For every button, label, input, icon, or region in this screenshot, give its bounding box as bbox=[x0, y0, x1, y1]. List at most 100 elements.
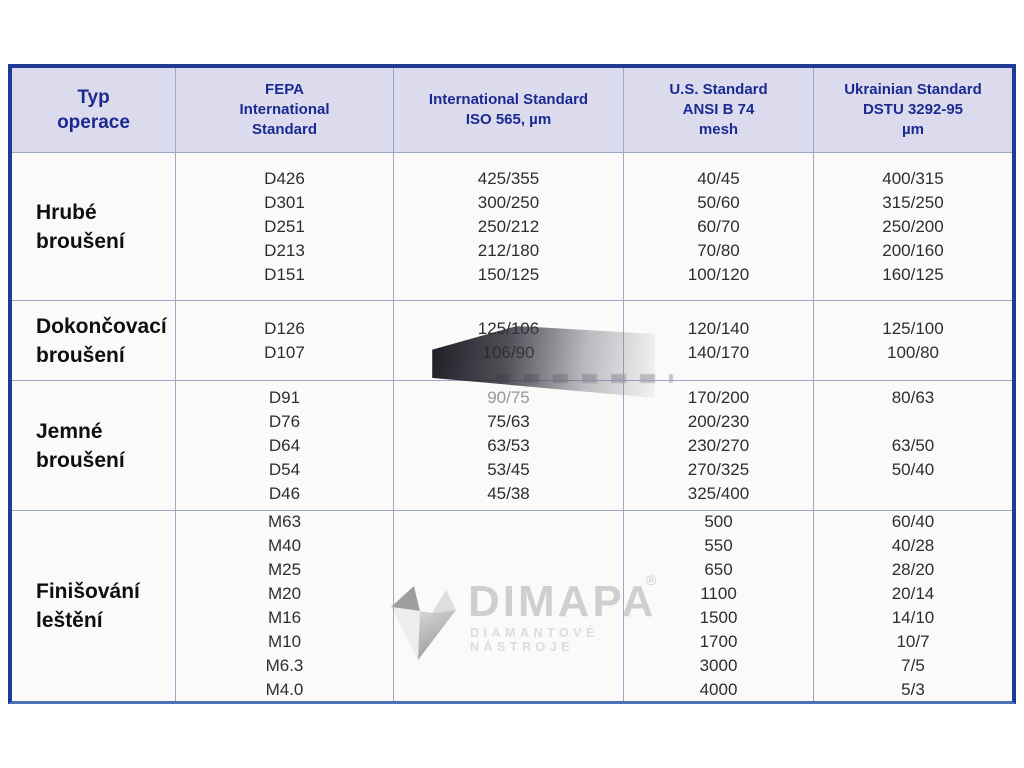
cell-line: D126 bbox=[264, 318, 305, 338]
cell-line: 212/180 bbox=[477, 240, 540, 260]
cell-line: 28/20 bbox=[891, 560, 935, 579]
cell-line: Dokončovací bbox=[36, 314, 167, 338]
cell-line: 140/170 bbox=[687, 342, 750, 362]
column-header-3: U.S. Standard ANSI B 74 mesh bbox=[624, 68, 814, 153]
cell-line: 200/230 bbox=[687, 411, 750, 431]
table-grid: Typ operace FEPA International Standard Inter… bbox=[12, 68, 1012, 701]
row-label: Dokončovací broušení bbox=[12, 301, 176, 381]
cell-line: 500 bbox=[704, 512, 733, 531]
cell-line: 3000 bbox=[699, 656, 738, 675]
cell-line: 315/250 bbox=[882, 192, 944, 212]
table-cell: 90/75 75/63 63/53 53/45 45/38 bbox=[394, 381, 624, 511]
cell-line: D46 bbox=[268, 483, 301, 503]
cell-line: 60/70 bbox=[697, 216, 740, 236]
cell-line: D301 bbox=[264, 192, 305, 212]
cell-line: 650 bbox=[704, 560, 733, 579]
cell-line: D76 bbox=[268, 411, 301, 431]
table-cell: M63 M40 M25 M20 M16 M10 M6.3 M4.0 bbox=[176, 511, 394, 701]
table-cell: 120/140 140/170 bbox=[624, 301, 814, 381]
table-cell bbox=[394, 511, 624, 701]
cell-line: 325/400 bbox=[687, 483, 750, 503]
cell-line: 300/250 bbox=[477, 192, 540, 212]
cell-line: broušení bbox=[36, 343, 125, 367]
cell-line: 63/53 bbox=[487, 435, 530, 455]
cell-line: M16 bbox=[267, 608, 302, 627]
cell-line: 45/38 bbox=[487, 483, 530, 503]
cell-line: 200/160 bbox=[882, 240, 944, 260]
cell-line: M4.0 bbox=[265, 680, 304, 699]
table-cell: D126 D107 bbox=[176, 301, 394, 381]
cell-line: 4000 bbox=[699, 680, 738, 699]
cell-line: 20/14 bbox=[891, 584, 935, 603]
table-cell: 425/355 300/250 250/212 212/180 150/125 bbox=[394, 153, 624, 301]
cell-line: 425/355 bbox=[477, 168, 540, 188]
table-cell: 40/45 50/60 60/70 70/80 100/120 bbox=[624, 153, 814, 301]
cell-line: Ukrainian Standard bbox=[844, 81, 982, 98]
cell-line: 1100 bbox=[700, 584, 737, 603]
cell-line: D107 bbox=[264, 342, 305, 362]
cell-line: µm bbox=[902, 121, 924, 138]
cell-line: 230/270 bbox=[687, 435, 750, 455]
row-label: Jemné broušení bbox=[12, 381, 176, 511]
cell-line: Jemné bbox=[36, 419, 103, 443]
cell-line: D251 bbox=[264, 216, 305, 236]
cell-line: 90/75 bbox=[487, 387, 530, 407]
cell-line: M40 bbox=[267, 536, 302, 555]
cell-line: 100/120 bbox=[687, 264, 750, 284]
cell-line: M10 bbox=[267, 632, 302, 651]
cell-line: 5/3 bbox=[901, 680, 925, 699]
cell-line: 14/10 bbox=[891, 608, 935, 627]
cell-line: 1500 bbox=[699, 608, 738, 627]
cell-line: 100/80 bbox=[887, 342, 939, 362]
cell-line: 75/63 bbox=[487, 411, 530, 431]
cell-line: ISO 565, µm bbox=[465, 111, 552, 128]
cell-line: 120/140 bbox=[687, 318, 750, 338]
cell-line: 400/315 bbox=[882, 168, 944, 188]
table-cell: D426 D301 D251 D213 D151 bbox=[176, 153, 394, 301]
cell-line: M63 bbox=[267, 512, 302, 531]
cell-line: 550 bbox=[704, 536, 733, 555]
cell-line: broušení bbox=[36, 229, 125, 253]
cell-line: 63/50 bbox=[891, 435, 935, 455]
cell-line: 50/60 bbox=[697, 192, 740, 212]
cell-line: D151 bbox=[264, 264, 305, 284]
cell-line: 10/7 bbox=[896, 632, 930, 651]
cell-line: International Standard bbox=[428, 91, 589, 108]
cell-line: DSTU 3292-95 bbox=[862, 101, 964, 118]
cell-line: D426 bbox=[264, 168, 305, 188]
column-header-4: Ukrainian Standard DSTU 3292-95 µm bbox=[814, 68, 1012, 153]
cell-line: International bbox=[239, 101, 330, 118]
cell-line: 170/200 bbox=[687, 387, 750, 407]
column-header-0: Typ operace bbox=[12, 68, 176, 153]
cell-line: D213 bbox=[264, 240, 305, 260]
cell-line: 60/40 bbox=[891, 512, 935, 531]
cell-line: 80/63 bbox=[891, 387, 935, 407]
cell-line: 250/200 bbox=[882, 216, 944, 236]
cell-line: D64 bbox=[268, 435, 301, 455]
cell-line: M20 bbox=[267, 584, 302, 603]
table-cell: D91 D76 D64 D54 D46 bbox=[176, 381, 394, 511]
table-cell: 60/40 40/28 28/20 20/14 14/10 10/7 7/5 5/3 bbox=[814, 511, 1012, 701]
table-cell: 170/200 200/230 230/270 270/325 325/400 bbox=[624, 381, 814, 511]
cell-line: M25 bbox=[267, 560, 302, 579]
cell-line: D54 bbox=[268, 459, 301, 479]
cell-line: M6.3 bbox=[265, 656, 304, 675]
cell-line: 40/45 bbox=[697, 168, 740, 188]
cell-line: 70/80 bbox=[697, 240, 740, 260]
cell-line: 125/100 bbox=[882, 318, 944, 338]
standards-table: DIMAPA ® DIAMANTOVÉ NÁSTROJE Typ operace F… bbox=[8, 64, 1016, 704]
cell-line: operace bbox=[57, 112, 130, 133]
cell-line: 50/40 bbox=[891, 459, 935, 479]
cell-line: Finišování bbox=[36, 580, 140, 603]
column-header-2: International Standard ISO 565, µm bbox=[394, 68, 624, 153]
cell-line: 150/125 bbox=[477, 264, 540, 284]
cell-line: Hrubé bbox=[36, 200, 97, 224]
cell-line: 7/5 bbox=[901, 656, 925, 675]
cell-line: mesh bbox=[698, 121, 739, 138]
cell-line: 1700 bbox=[699, 632, 738, 651]
cell-line: broušení bbox=[36, 448, 125, 472]
cell-line: 270/325 bbox=[687, 459, 750, 479]
row-label: Hrubé broušení bbox=[12, 153, 176, 301]
cell-line: leštění bbox=[36, 609, 103, 632]
